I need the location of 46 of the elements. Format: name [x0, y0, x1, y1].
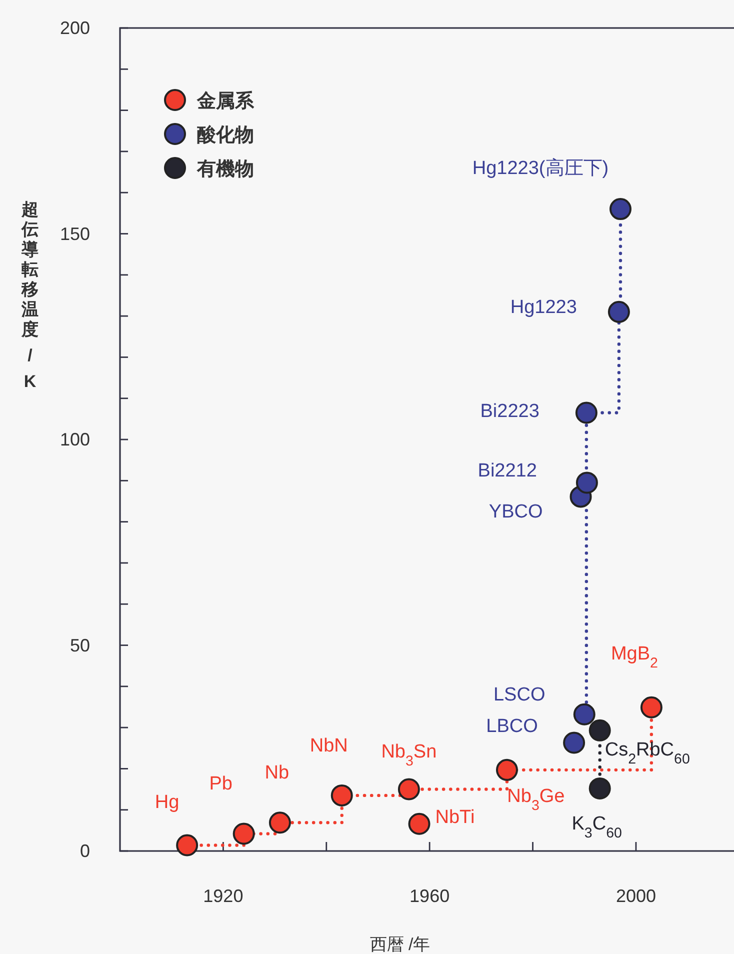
annotation: NbN — [310, 735, 348, 756]
annotation: NbTi — [435, 806, 475, 828]
point — [330, 784, 353, 806]
point — [640, 696, 662, 718]
x-axis-title: 西暦 /年 — [370, 935, 430, 954]
annotation: YBCO — [488, 502, 543, 523]
point — [609, 198, 632, 220]
annotation: Nb$_{3}$Ge — [507, 786, 565, 814]
y-tick-label: 50 — [70, 635, 90, 656]
annotation: Nb — [264, 762, 290, 784]
annotation: Hg1223(高圧下) — [472, 157, 609, 180]
point — [573, 703, 596, 726]
point — [608, 300, 630, 323]
point — [398, 778, 420, 800]
annotation: Cs$_{2}$RbC$_{60}$ — [604, 739, 690, 768]
y-tick-label: 150 — [60, 224, 90, 244]
legend-label: 有機物 — [196, 159, 254, 180]
point — [576, 472, 598, 494]
annotation: Pb — [209, 774, 232, 795]
point — [408, 812, 430, 835]
legend-label: 酸化物 — [197, 124, 254, 146]
text: 超伝導転移温度 / K — [22, 200, 38, 391]
point — [496, 758, 518, 781]
annotation: LBCO — [486, 716, 538, 737]
point — [588, 719, 611, 742]
annotation: Hg — [154, 792, 180, 814]
x-tick-label: 1960 — [410, 886, 450, 906]
x-tick-label: 1920 — [203, 886, 244, 906]
annotation: Bi2223 — [480, 400, 540, 422]
y-tick-label: 200 — [60, 18, 90, 38]
point — [588, 777, 611, 800]
point — [575, 402, 598, 424]
y-tick-label: 0 — [80, 841, 90, 861]
point — [268, 812, 291, 834]
annotation: LSCO — [493, 684, 546, 706]
point — [176, 834, 198, 856]
annotation: Hg1223 — [510, 296, 577, 318]
x-tick-label: 2000 — [616, 886, 656, 906]
legend-label: 金属系 — [196, 90, 255, 112]
annotation: MgB$_{2}$ — [610, 643, 658, 672]
annotation: K$_{3}$C$_{60}$ — [572, 813, 622, 842]
point — [232, 822, 255, 845]
y-tick-label: 100 — [60, 430, 90, 450]
point — [563, 732, 586, 754]
annotation: Nb$_{3}$Sn — [381, 741, 437, 770]
annotation: Bi2212 — [478, 460, 537, 482]
